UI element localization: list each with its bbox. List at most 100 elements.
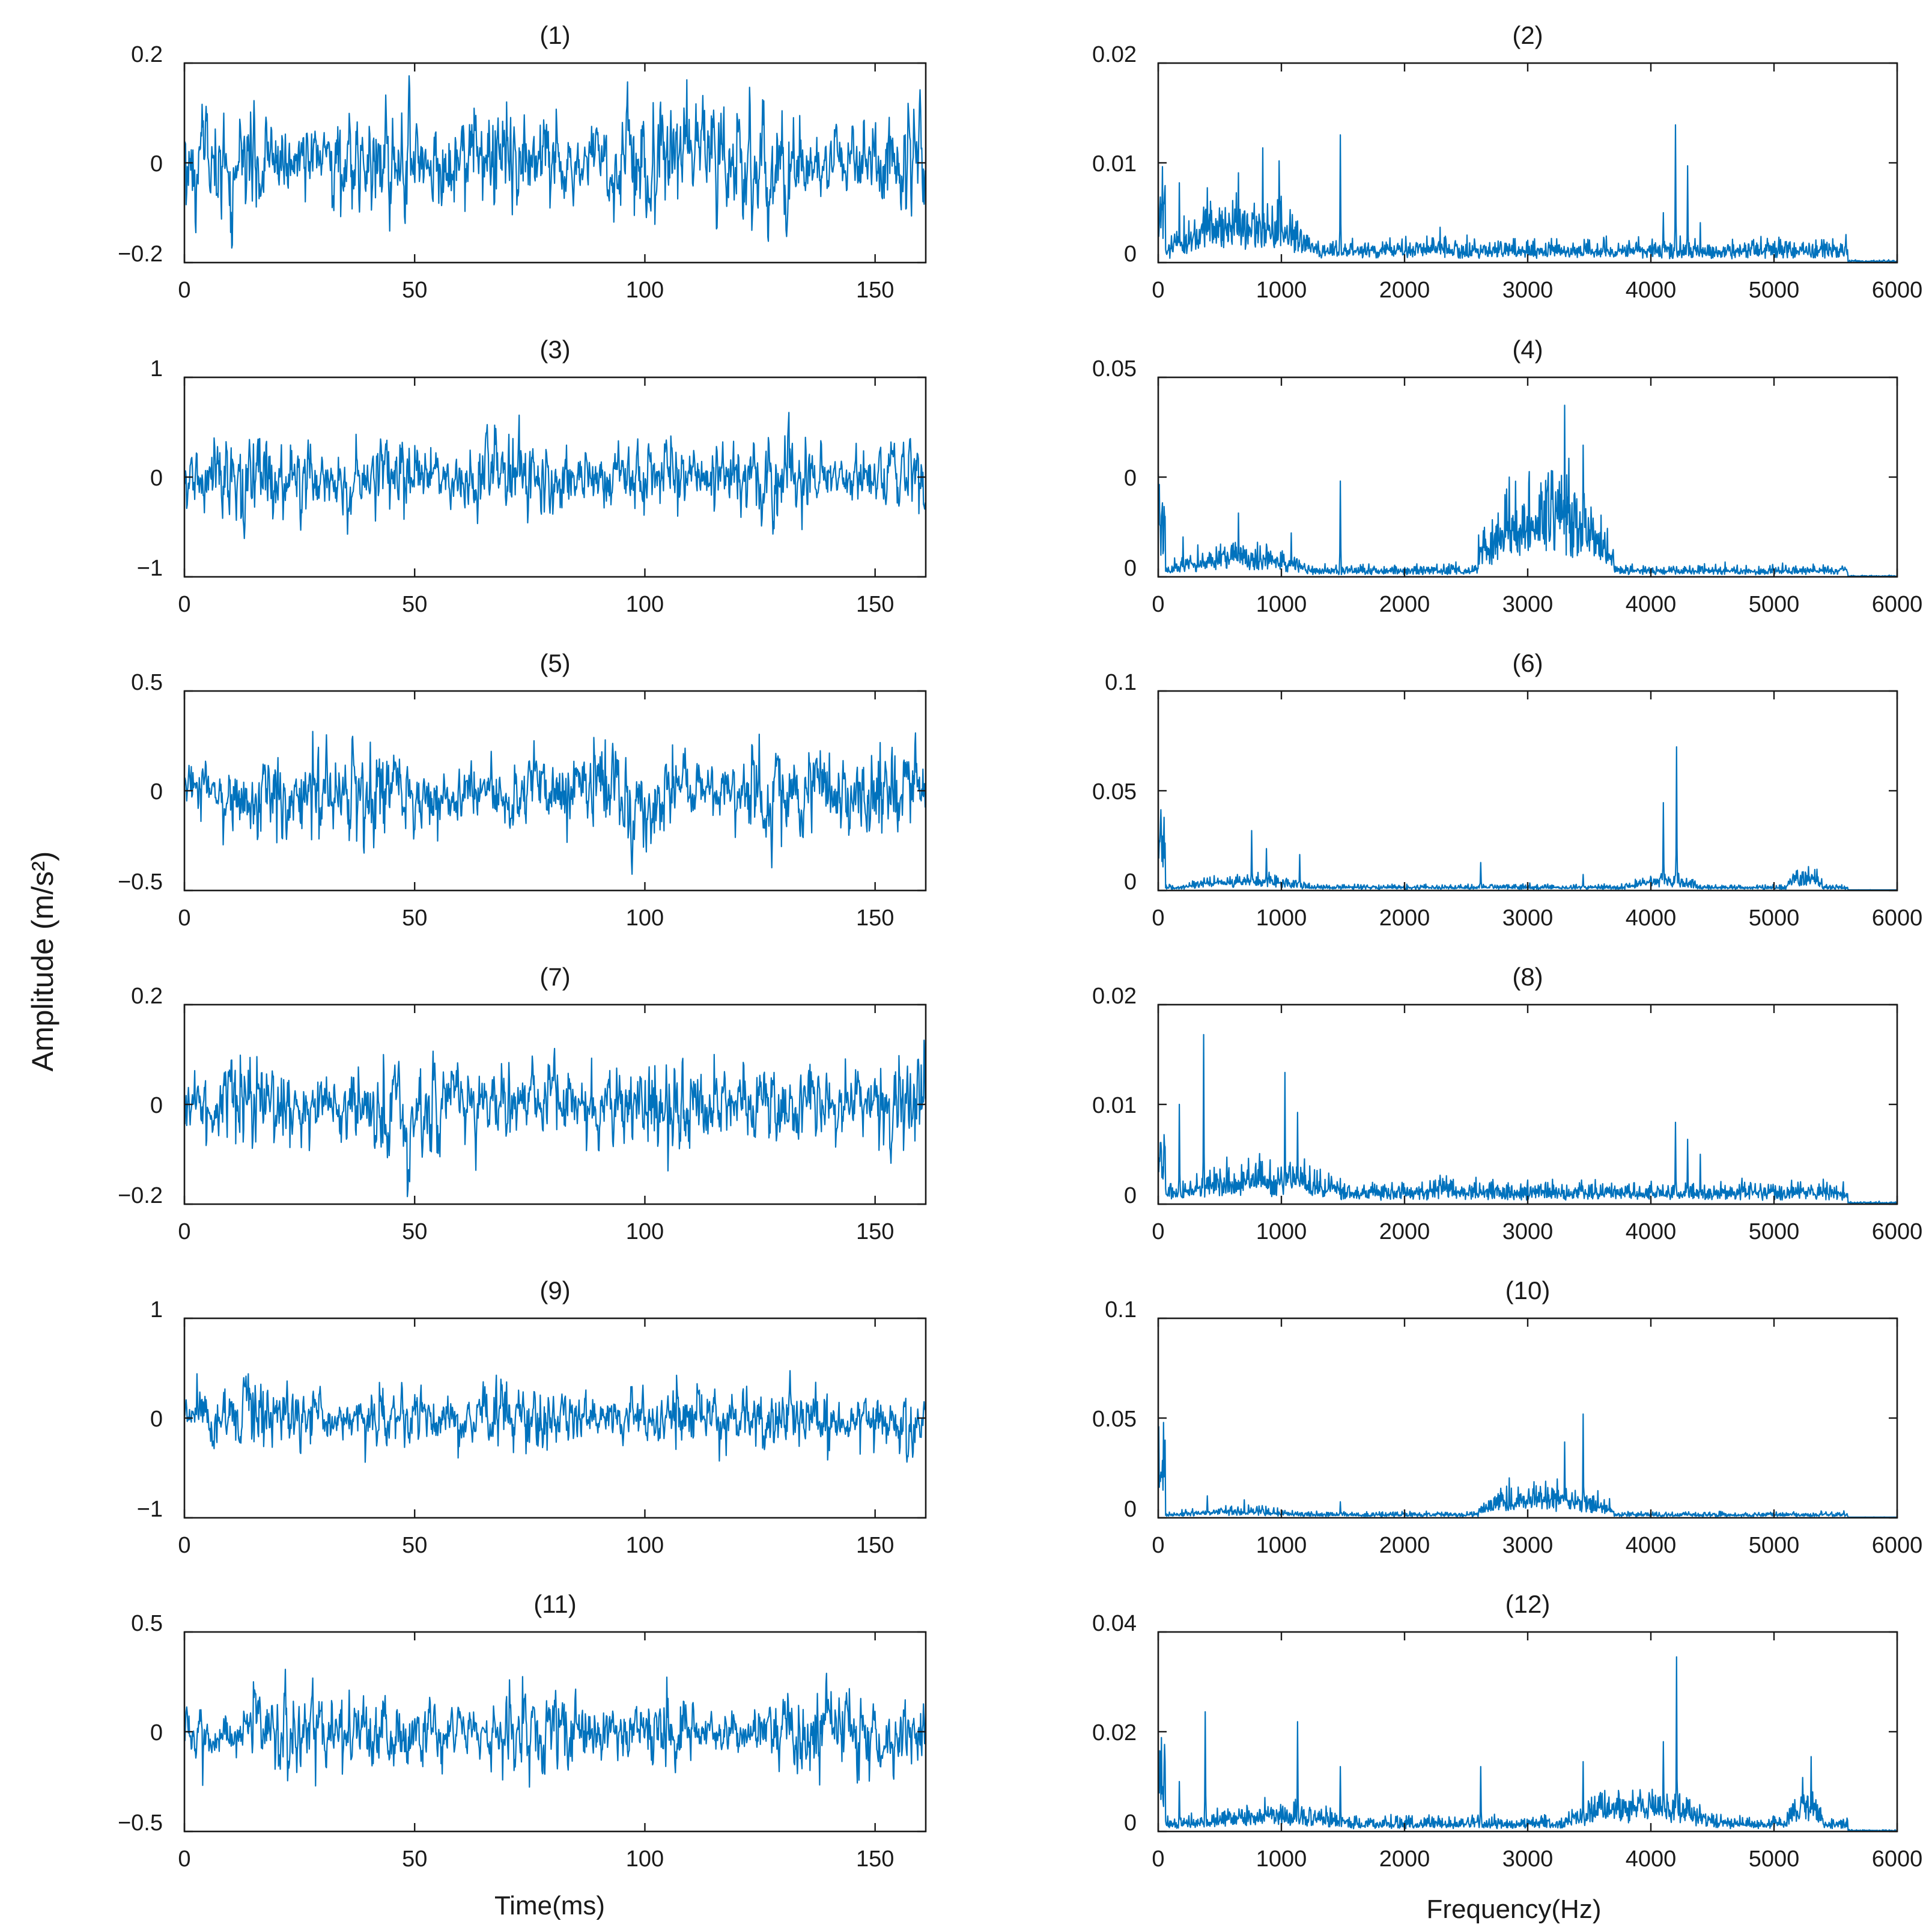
panel-4-xtick-label: 3000 xyxy=(1502,592,1554,617)
panel-6-xtick-label: 1000 xyxy=(1256,906,1307,931)
panel-6-signal-trace xyxy=(1157,746,1898,891)
panel-10-xtick-label: 0 xyxy=(1152,1533,1164,1558)
panel-1-ytick-label: −0.2 xyxy=(118,242,163,267)
panel-11-xtick-label: 50 xyxy=(402,1846,427,1872)
panel-6-xtick-label: 5000 xyxy=(1749,906,1800,931)
panel-3: (3) 0 50 100 150 1 0 −1 xyxy=(137,335,927,617)
panel-7: (7) 0 50 100 150 0.2 0 −0.2 xyxy=(118,963,927,1244)
panel-12-xtick-label: 3000 xyxy=(1502,1846,1554,1872)
panel-6-axes-box xyxy=(1157,690,1898,892)
panel-4-title: (4) xyxy=(1512,335,1543,364)
panel-11-xtick-label: 150 xyxy=(856,1846,894,1872)
panel-3-ytick-label: −1 xyxy=(137,556,163,581)
panel-9: (9) 0 50 100 150 1 0 −1 xyxy=(137,1276,927,1558)
panel-1-ytick-label: 0 xyxy=(150,151,163,177)
panel-10-ytick-label: 0.1 xyxy=(1105,1297,1137,1323)
panel-5-ytick-label: −0.5 xyxy=(118,869,163,895)
panel-8-title: (8) xyxy=(1512,963,1543,991)
panel-10: (10) 0 1000 2000 3000 4000 5000 6000 0.1 0.05 0 xyxy=(1092,1276,1922,1558)
panel-10-xtick-label: 5000 xyxy=(1749,1533,1800,1558)
panel-6-xtick-label: 0 xyxy=(1152,906,1164,931)
panel-4-xtick-label: 6000 xyxy=(1872,592,1923,617)
panel-3-xtick-label: 150 xyxy=(856,592,894,617)
panel-12-axes-box xyxy=(1157,1631,1898,1833)
panel-7-xtick-label: 150 xyxy=(856,1219,894,1244)
panel-2-xtick-label: 4000 xyxy=(1626,278,1677,303)
panel-2-xtick-label: 0 xyxy=(1152,278,1164,303)
panel-3-xtick-label: 0 xyxy=(178,592,190,617)
panel-8-xtick-label: 6000 xyxy=(1872,1219,1923,1244)
panel-4-xtick-label: 2000 xyxy=(1379,592,1430,617)
panel-10-xtick-label: 1000 xyxy=(1256,1533,1307,1558)
panel-8-xtick-label: 5000 xyxy=(1749,1219,1800,1244)
panel-1-xtick-label: 150 xyxy=(856,278,894,303)
panel-8-ytick-label: 0.01 xyxy=(1092,1093,1137,1118)
panel-10-xtick-label: 6000 xyxy=(1872,1533,1923,1558)
panel-2-ytick-label: 0.02 xyxy=(1092,42,1137,67)
panel-2-xtick-label: 1000 xyxy=(1256,278,1307,303)
panel-9-xtick-label: 100 xyxy=(626,1533,664,1558)
panel-4-signal-trace xyxy=(1157,404,1898,577)
panel-11-xtick-label: 100 xyxy=(626,1846,664,1872)
panel-7-title: (7) xyxy=(539,963,570,991)
panel-10-ytick-label: 0.05 xyxy=(1092,1407,1137,1432)
panel-12-signal-trace xyxy=(1158,1656,1898,1832)
panel-7-xtick-label: 50 xyxy=(402,1219,427,1244)
panel-1-title: (1) xyxy=(539,21,570,49)
panel-2-signal-trace xyxy=(1157,124,1898,263)
panel-3-xtick-label: 50 xyxy=(402,592,427,617)
panel-9-ytick-label: −1 xyxy=(137,1497,163,1522)
panel-3-ytick-label: 0 xyxy=(150,466,163,491)
panel-9-title: (9) xyxy=(539,1276,570,1304)
panel-5-ytick-label: 0 xyxy=(150,779,163,805)
panel-7-xtick-label: 0 xyxy=(178,1219,190,1244)
panel-3-title: (3) xyxy=(539,335,570,364)
panel-4-ytick-label: 0.05 xyxy=(1092,356,1137,382)
panel-9-ytick-label: 1 xyxy=(150,1297,163,1323)
panel-11-title: (11) xyxy=(533,1590,577,1618)
panel-4-ytick-label: 0 xyxy=(1124,556,1137,581)
panel-11-ytick-label: 0 xyxy=(150,1720,163,1746)
panel-8-xtick-label: 2000 xyxy=(1379,1219,1430,1244)
panel-10-xtick-label: 2000 xyxy=(1379,1533,1430,1558)
panel-6-xtick-label: 2000 xyxy=(1379,906,1430,931)
panel-1-xtick-label: 0 xyxy=(178,278,190,303)
panel-12-xtick-label: 0 xyxy=(1152,1846,1164,1872)
panel-7-ytick-label: 0 xyxy=(150,1093,163,1118)
panel-2-ytick-label: 0.01 xyxy=(1092,151,1137,177)
panel-12-ytick-label: 0 xyxy=(1124,1810,1137,1836)
panel-6-ytick-label: 0 xyxy=(1124,869,1137,895)
panel-3-xtick-label: 100 xyxy=(626,592,664,617)
time-axis-label: Time(ms) xyxy=(494,1891,605,1920)
panel-8-xtick-label: 4000 xyxy=(1626,1219,1677,1244)
panel-12-xtick-label: 4000 xyxy=(1626,1846,1677,1872)
panel-10-title: (10) xyxy=(1505,1276,1551,1304)
panel-11-xtick-label: 0 xyxy=(178,1846,190,1872)
panel-2: (2) 0 1000 2000 3000 4000 5000 6000 0.02 0.01 0 xyxy=(1092,21,1922,303)
panel-12-ytick-label: 0.02 xyxy=(1092,1720,1137,1746)
y-axis-label: Amplitude (m/s²) xyxy=(26,851,59,1072)
panel-5-xtick-label: 50 xyxy=(402,906,427,931)
panel-9-xtick-label: 150 xyxy=(856,1533,894,1558)
panel-11-ytick-label: 0.5 xyxy=(131,1611,163,1636)
panel-8-xtick-label: 1000 xyxy=(1256,1219,1307,1244)
panel-4-xtick-label: 4000 xyxy=(1626,592,1677,617)
panel-2-title: (2) xyxy=(1512,21,1543,49)
panel-6-xtick-label: 6000 xyxy=(1872,906,1923,931)
panel-10-xtick-label: 4000 xyxy=(1626,1533,1677,1558)
panel-8-xtick-label: 0 xyxy=(1152,1219,1164,1244)
panel-5-xtick-label: 100 xyxy=(626,906,664,931)
panel-1: (1) 0 50 100 150 0.2 0 −0.2 xyxy=(118,21,927,303)
panel-8-xtick-label: 3000 xyxy=(1502,1219,1554,1244)
panel-12-ytick-label: 0.04 xyxy=(1092,1611,1137,1636)
panel-2-xtick-label: 6000 xyxy=(1872,278,1923,303)
panel-6-title: (6) xyxy=(1512,649,1543,677)
panel-7-ytick-label: −0.2 xyxy=(118,1183,163,1208)
panel-2-ytick-label: 0 xyxy=(1124,242,1137,267)
panel-1-xtick-label: 50 xyxy=(402,278,427,303)
panel-9-xtick-label: 0 xyxy=(178,1533,190,1558)
panel-1-xtick-label: 100 xyxy=(626,278,664,303)
panel-8-signal-trace xyxy=(1157,1033,1898,1205)
